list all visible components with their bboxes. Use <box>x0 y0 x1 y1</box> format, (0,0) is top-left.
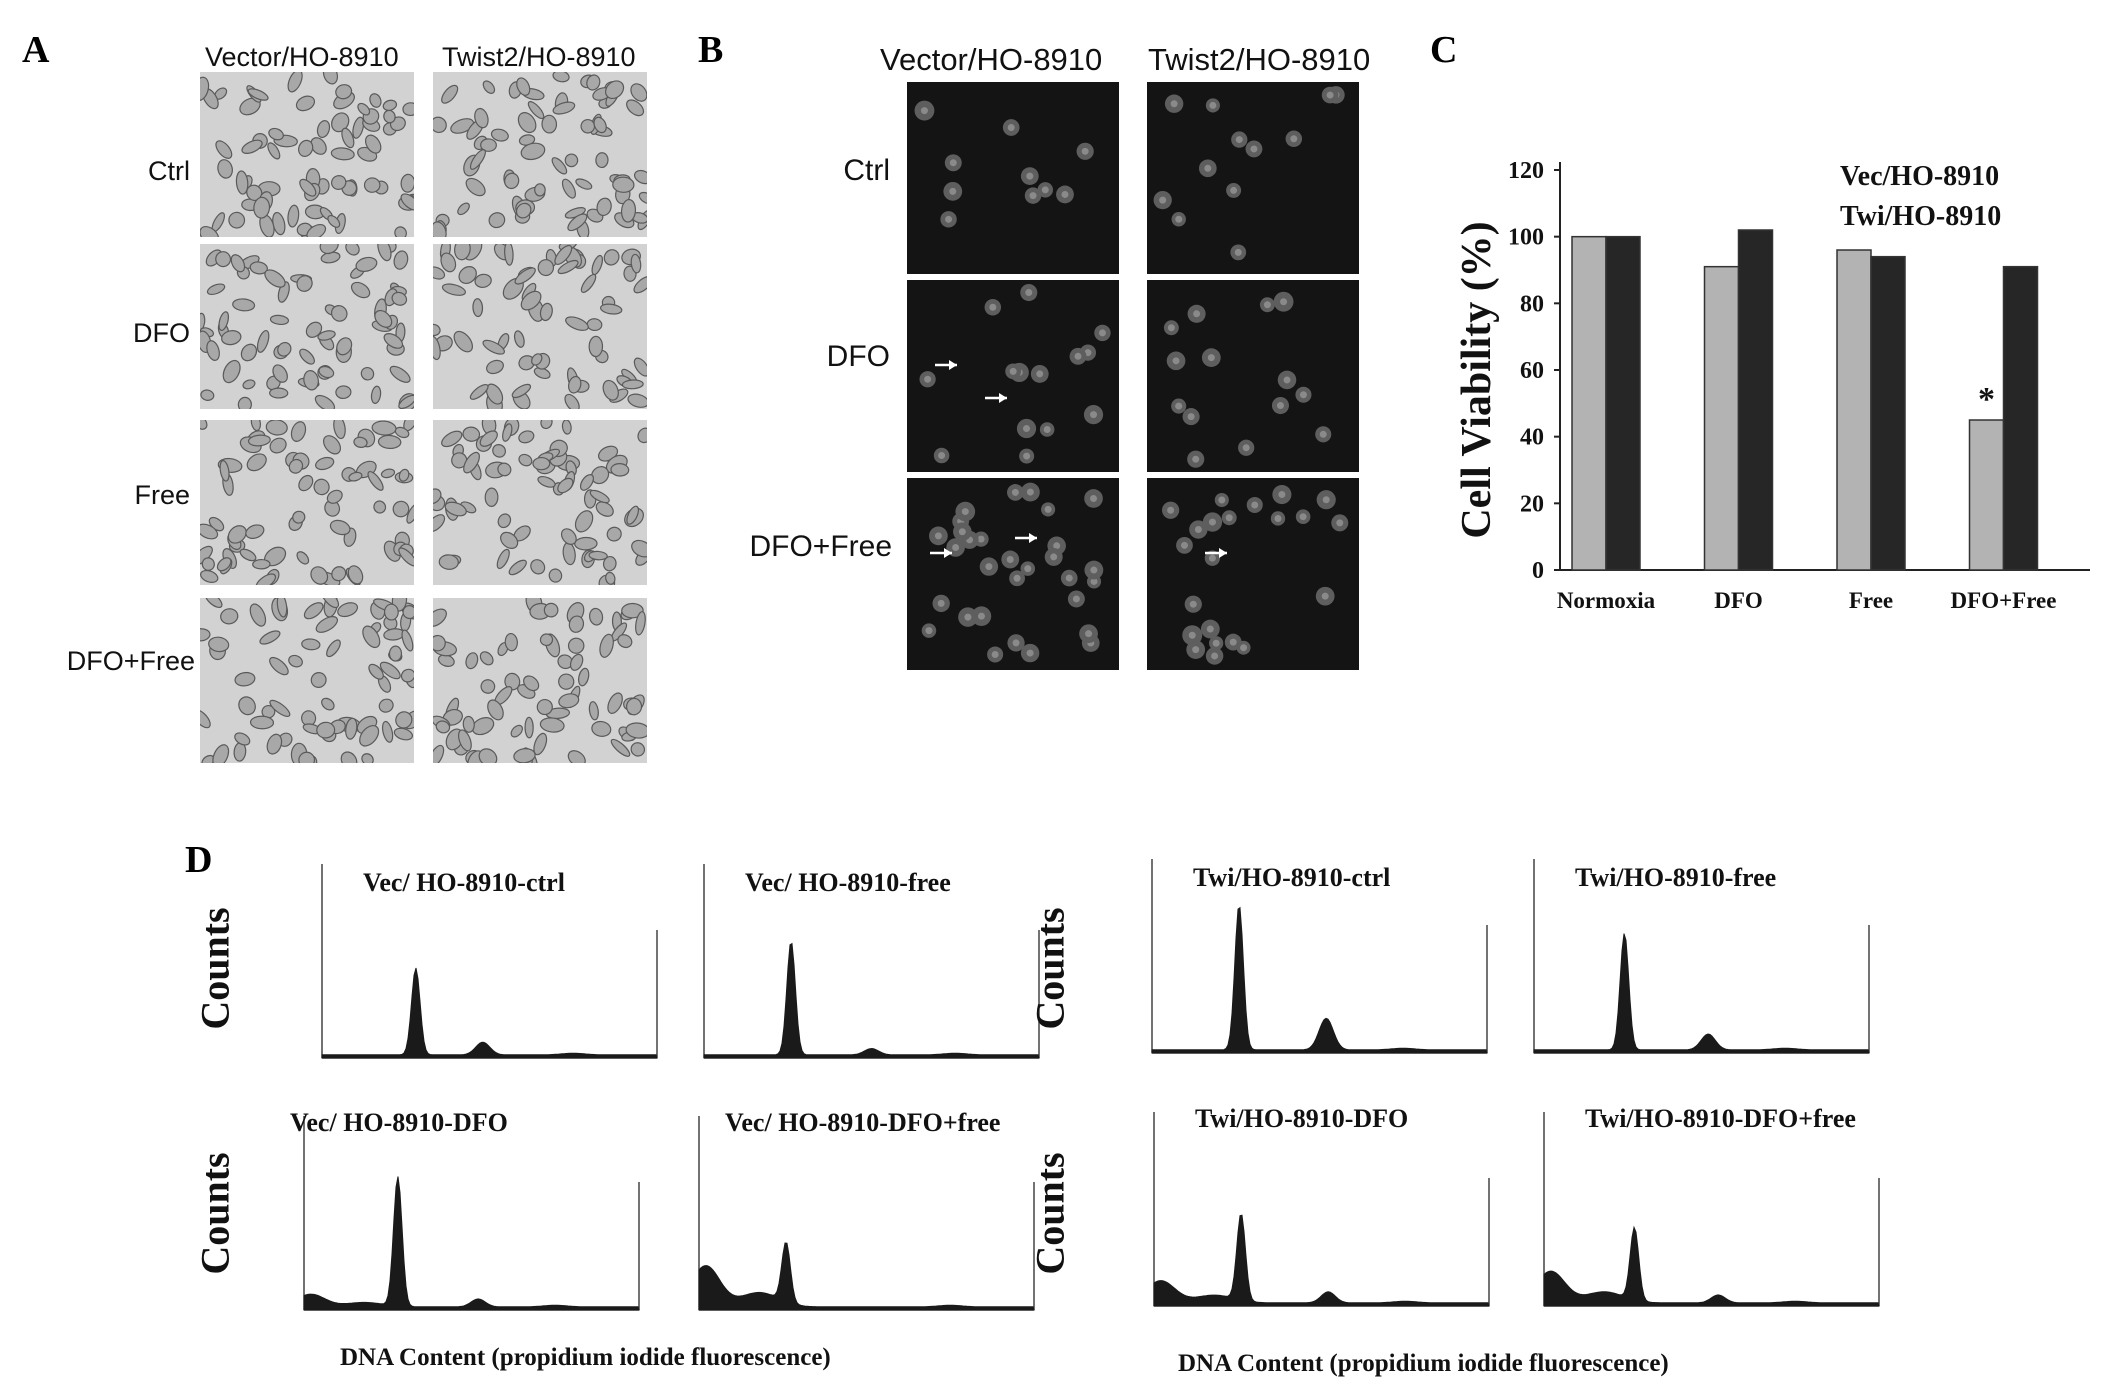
panel-c-letter: C <box>1430 29 1458 71</box>
panel-d-letter: D <box>185 839 213 881</box>
y-tick-label: 60 <box>1520 358 1544 384</box>
apoptosis-arrow <box>1015 533 1037 543</box>
panel-a-row-dfo-free: DFO+Free <box>66 646 195 676</box>
x-category-label: Free <box>1849 588 1893 613</box>
apoptosis-arrow <box>935 360 957 370</box>
histogram-vec-ho-8910-dfo <box>303 1116 640 1311</box>
apoptosis-arrow <box>1205 548 1227 558</box>
y-tick-label: 100 <box>1508 225 1544 251</box>
dna-content-distribution <box>1153 1214 1490 1307</box>
histogram-title: Twi/HO-8910-ctrl <box>1193 863 1391 892</box>
counts-axis-label: Counts <box>192 907 238 1030</box>
apoptosis-arrow <box>930 548 952 558</box>
panel-b-row-dfo-free: DFO+Free <box>749 530 892 563</box>
counts-axis-label: Counts <box>192 1152 238 1275</box>
dna-content-distribution <box>1543 1225 1880 1307</box>
histogram-twi-ho-8910-dfo <box>1153 1112 1490 1307</box>
legend-entry: Twi/HO-8910 <box>1840 201 2001 232</box>
histogram-twi-ho-8910-dfo-free <box>1543 1112 1880 1307</box>
dna-content-axis-label: DNA Content (propidium iodide fluorescen… <box>1178 1350 1669 1377</box>
bar-twi-dfo-free <box>2002 265 2039 571</box>
dna-content-axis-label: DNA Content (propidium iodide fluorescen… <box>340 1344 831 1371</box>
dna-content-distribution <box>703 942 1040 1059</box>
panel-b-row-ctrl: Ctrl <box>843 154 890 187</box>
x-category-label: DFO <box>1714 588 1763 613</box>
panel-a-letter: A <box>22 29 50 71</box>
histogram-title: Twi/HO-8910-free <box>1575 863 1777 892</box>
histogram-title: Twi/HO-8910-DFO+free <box>1585 1104 1856 1133</box>
histogram-vec-ho-8910-free <box>703 864 1040 1059</box>
bar-vec-normoxia <box>1571 235 1607 571</box>
histogram-title: Vec/ HO-8910-ctrl <box>363 868 565 897</box>
bar-vec-dfo-free <box>1968 419 2005 571</box>
micrograph-vector-dfo <box>200 244 414 409</box>
histogram-twi-ho-8910-ctrl <box>1151 859 1488 1054</box>
counts-axis-label: Counts <box>1027 1152 1073 1275</box>
histogram-vec-ho-8910-dfo-free <box>698 1116 1035 1311</box>
dna-content-distribution <box>1151 906 1488 1054</box>
histogram-title: Vec/ HO-8910-free <box>745 868 951 897</box>
legend-entry: Vec/HO-8910 <box>1840 161 1999 192</box>
bar-twi-free <box>1870 255 1906 571</box>
histogram-vec-ho-8910-ctrl <box>321 864 658 1059</box>
dna-content-distribution <box>1533 933 1870 1054</box>
dna-content-distribution <box>321 967 658 1059</box>
fluorescence-twist2-ctrl <box>1147 82 1359 274</box>
panel-a-row-free: Free <box>134 480 190 510</box>
fluorescence-vector-dfo <box>907 280 1119 472</box>
micrograph-twist2-dfo <box>433 244 647 409</box>
y-tick-label: 0 <box>1532 558 1544 584</box>
bar-vec-dfo <box>1703 265 1740 571</box>
fluorescence-twist2-dfo-free <box>1147 478 1359 670</box>
panel-a-column-vector: Vector/HO-8910 <box>205 42 399 72</box>
panel-a-row-ctrl: Ctrl <box>148 156 190 186</box>
bar-twi-dfo <box>1737 229 1774 571</box>
y-tick-label: 120 <box>1508 158 1544 184</box>
y-tick-label: 80 <box>1520 291 1544 317</box>
histogram-title: Vec/ HO-8910-DFO+free <box>725 1108 1001 1137</box>
dna-content-distribution <box>698 1242 1035 1311</box>
micrograph-vector-dfo-free <box>200 598 414 763</box>
micrograph-twist2-dfo-free <box>433 598 647 763</box>
x-category-label: Normoxia <box>1557 588 1656 613</box>
fluorescence-vector-dfo-free <box>907 478 1119 670</box>
fluorescence-vector-ctrl <box>907 82 1119 274</box>
panel-b-column-vector: Vector/HO-8910 <box>880 42 1103 77</box>
panel-b-letter: B <box>698 29 724 71</box>
histogram-twi-ho-8910-free <box>1533 859 1870 1054</box>
histogram-title: Vec/ HO-8910-DFO <box>290 1108 508 1137</box>
bar-twi-normoxia <box>1605 235 1641 571</box>
panel-a-column-twist2: Twist2/HO-8910 <box>442 42 636 72</box>
dna-content-distribution <box>303 1176 640 1311</box>
histogram-title: Twi/HO-8910-DFO <box>1195 1104 1409 1133</box>
micrograph-vector-ctrl <box>200 72 414 237</box>
micrograph-vector-free <box>200 420 414 585</box>
counts-axis-label: Counts <box>1027 907 1073 1030</box>
panel-b-row-dfo: DFO <box>826 340 890 373</box>
cell-viability-chart: Cell Viability (%) 0 20 40 60 80 100 120 Normoxi… <box>1454 158 2090 613</box>
y-tick-label: 40 <box>1520 425 1544 451</box>
chart-y-axis-label: Cell Viability (%) <box>1454 221 1500 538</box>
significance-asterisk: * <box>1978 381 1995 418</box>
panel-b-column-twist2: Twist2/HO-8910 <box>1148 42 1371 77</box>
micrograph-twist2-free <box>433 420 647 585</box>
panel-a-row-dfo: DFO <box>133 318 190 348</box>
fluorescence-twist2-dfo <box>1147 280 1359 472</box>
y-tick-label: 20 <box>1520 491 1544 517</box>
micrograph-twist2-ctrl <box>433 72 647 237</box>
bar-vec-free <box>1836 249 1872 571</box>
apoptosis-arrow <box>985 393 1007 403</box>
x-category-label: DFO+Free <box>1951 588 2057 613</box>
